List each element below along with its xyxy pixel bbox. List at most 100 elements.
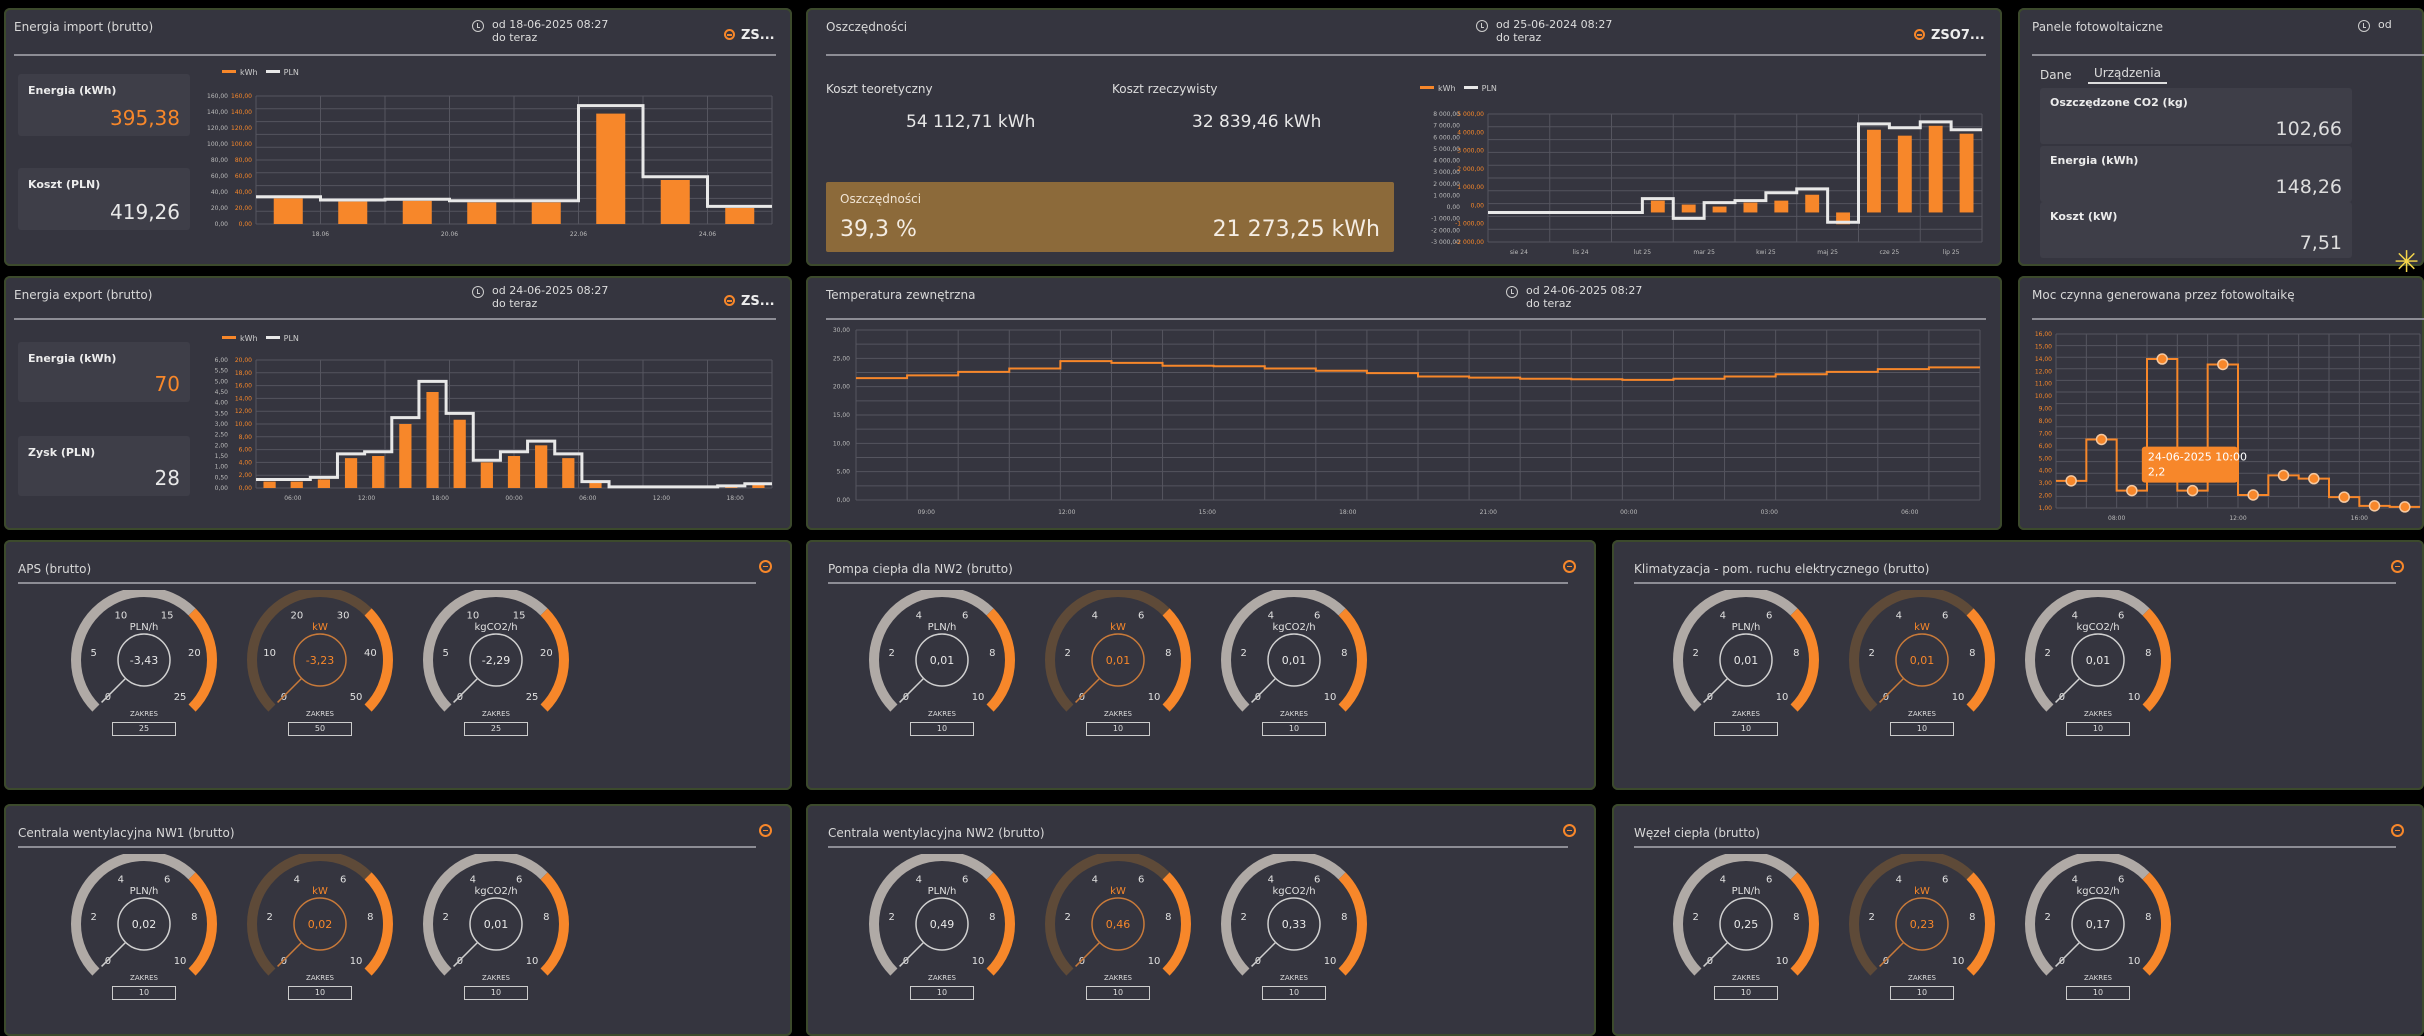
gauge-tick-label: 0 bbox=[457, 956, 463, 967]
range-input[interactable]: 10 bbox=[1262, 986, 1326, 1000]
pv-power-chart[interactable]: 16,00 15,00 14,00 12,00 11,00 10,00 9,00 8,00 7,… bbox=[2026, 322, 2424, 528]
bar[interactable] bbox=[338, 201, 368, 224]
bar[interactable] bbox=[453, 419, 466, 488]
y-tick-label: 4,00 bbox=[215, 400, 229, 407]
settings-icon[interactable] bbox=[1563, 560, 1576, 573]
chart-legend[interactable]: kWh PLN bbox=[214, 334, 299, 343]
entity-selector[interactable]: ZSO7... bbox=[1914, 28, 1985, 43]
range-input[interactable]: 10 bbox=[1714, 722, 1778, 736]
range-input[interactable]: 50 bbox=[288, 722, 352, 736]
range-input[interactable]: 10 bbox=[464, 986, 528, 1000]
period-selector[interactable]: od 24-06-2025 08:27 do teraz bbox=[472, 284, 608, 310]
range-input[interactable]: 25 bbox=[464, 722, 528, 736]
bar[interactable] bbox=[535, 445, 548, 488]
bar[interactable] bbox=[399, 424, 412, 488]
bar[interactable] bbox=[562, 458, 575, 488]
data-point[interactable] bbox=[2126, 484, 2138, 497]
chart-legend[interactable]: kWh PLN bbox=[1412, 84, 1497, 93]
divider bbox=[2032, 54, 2424, 56]
gauge-center-ring bbox=[2071, 897, 2125, 951]
range-input[interactable]: 10 bbox=[910, 986, 974, 1000]
range-input[interactable]: 10 bbox=[1714, 986, 1778, 1000]
period-selector[interactable]: od 25-06-2024 08:27 do teraz bbox=[1476, 18, 1612, 44]
data-point[interactable] bbox=[2186, 484, 2199, 497]
bar[interactable] bbox=[1897, 135, 1912, 213]
settings-icon[interactable] bbox=[759, 824, 772, 837]
zakres-label: ZAKRES bbox=[1104, 974, 1132, 982]
range-input[interactable]: 10 bbox=[1086, 986, 1150, 1000]
settings-icon[interactable] bbox=[759, 560, 772, 573]
data-point[interactable] bbox=[2247, 489, 2259, 501]
bar[interactable] bbox=[1712, 206, 1727, 213]
temperature-chart[interactable]: 30,00 25,00 20,00 15,00 10,00 5,00 0,00 09:00 12… bbox=[816, 322, 1996, 526]
period-from: od 24-06-2025 08:27 bbox=[492, 284, 609, 297]
bar[interactable] bbox=[660, 180, 690, 224]
range-input[interactable]: 10 bbox=[1086, 722, 1150, 736]
x-tick-label: 06:00 bbox=[1901, 509, 1918, 516]
bar[interactable] bbox=[426, 392, 439, 488]
data-point[interactable] bbox=[2399, 501, 2411, 513]
y-tick-label: 0,00 bbox=[215, 221, 229, 228]
chart-legend[interactable]: kWh PLN bbox=[214, 68, 299, 77]
bar[interactable] bbox=[290, 481, 303, 488]
import-chart[interactable]: 160,00 140,00 120,00 100,00 80,00 60,00 40,00 2… bbox=[204, 82, 784, 254]
bar[interactable] bbox=[752, 483, 765, 488]
bar[interactable] bbox=[1774, 200, 1789, 213]
data-point[interactable] bbox=[2308, 472, 2320, 485]
bar[interactable] bbox=[596, 113, 626, 224]
bar[interactable] bbox=[1959, 133, 1974, 213]
data-point[interactable] bbox=[2065, 475, 2077, 487]
settings-icon[interactable] bbox=[2391, 560, 2404, 573]
settings-icon[interactable] bbox=[1563, 824, 1576, 837]
bar[interactable] bbox=[725, 208, 755, 224]
bar[interactable] bbox=[317, 479, 331, 488]
bar[interactable] bbox=[467, 202, 497, 224]
range-input[interactable]: 10 bbox=[1262, 722, 1326, 736]
entity-selector[interactable]: ZS... bbox=[724, 294, 775, 309]
range-input[interactable]: 25 bbox=[112, 722, 176, 736]
bar[interactable] bbox=[1743, 202, 1758, 213]
data-point[interactable] bbox=[2338, 491, 2350, 503]
y-tick-label: 0,00 bbox=[1471, 202, 1485, 209]
gauge: 0 2 4 6 8 10 PLN/h 0,01 ZAKRES bbox=[1673, 590, 1819, 718]
bar[interactable] bbox=[1681, 204, 1696, 213]
bar[interactable] bbox=[1836, 212, 1851, 225]
entity-selector[interactable]: ZS... bbox=[724, 28, 775, 43]
x-tick-label: sie 24 bbox=[1510, 249, 1528, 256]
tab-data[interactable]: Dane bbox=[2040, 68, 2072, 82]
data-point[interactable] bbox=[2217, 358, 2229, 371]
range-input[interactable]: 10 bbox=[288, 986, 352, 1000]
bar[interactable] bbox=[273, 198, 303, 224]
range-input[interactable]: 10 bbox=[2066, 986, 2130, 1000]
range-input[interactable]: 10 bbox=[2066, 722, 2130, 736]
export-chart[interactable]: 6,00 5,50 5,00 4,50 4,00 3,50 3,00 2,50 2,00 1,50… bbox=[204, 348, 784, 520]
period-selector[interactable]: od bbox=[2358, 18, 2392, 32]
data-point[interactable] bbox=[2368, 500, 2381, 512]
bar[interactable] bbox=[372, 456, 385, 488]
settings-icon[interactable] bbox=[2391, 824, 2404, 837]
bar[interactable] bbox=[589, 481, 602, 488]
bar[interactable] bbox=[1866, 129, 1881, 213]
bar[interactable] bbox=[1805, 194, 1820, 213]
bar[interactable] bbox=[402, 200, 432, 224]
range-input[interactable]: 10 bbox=[112, 986, 176, 1000]
gauge-unit: kgCO2/h bbox=[1272, 886, 1315, 897]
tab-devices[interactable]: Urządzenia bbox=[2088, 66, 2167, 84]
period-selector[interactable]: od 18-06-2025 08:27 do teraz bbox=[472, 18, 608, 44]
range-input[interactable]: 10 bbox=[1890, 986, 1954, 1000]
bar[interactable] bbox=[507, 456, 521, 488]
data-point[interactable] bbox=[2156, 353, 2168, 365]
bar[interactable] bbox=[480, 462, 493, 488]
gauge-tick-label: 8 bbox=[191, 912, 197, 923]
range-input[interactable]: 10 bbox=[1890, 722, 1954, 736]
bar[interactable] bbox=[1650, 200, 1665, 213]
data-point[interactable] bbox=[2277, 469, 2290, 482]
bar[interactable] bbox=[263, 481, 276, 488]
bar[interactable] bbox=[531, 202, 561, 224]
period-selector[interactable]: od 24-06-2025 08:27 do teraz bbox=[1506, 284, 1642, 310]
bar[interactable] bbox=[1928, 125, 1943, 213]
range-input[interactable]: 10 bbox=[910, 722, 974, 736]
bar[interactable] bbox=[344, 458, 358, 488]
data-point[interactable] bbox=[2095, 433, 2108, 446]
savings-chart[interactable]: 8 000,00 7 000,00 6 000,00 5 000,00 4 000,00… bbox=[1406, 102, 1992, 260]
